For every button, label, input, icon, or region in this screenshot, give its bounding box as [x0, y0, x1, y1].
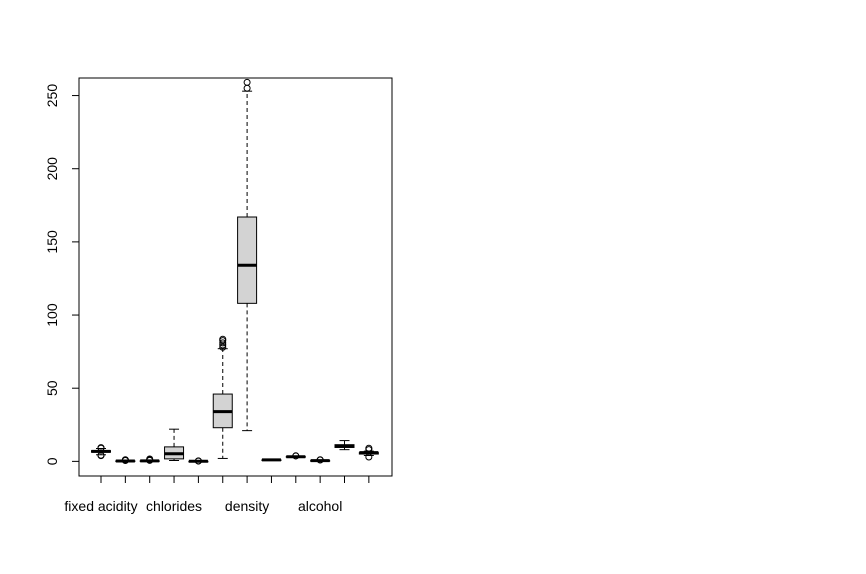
outlier-point: [121, 456, 129, 464]
outlier-point: [219, 343, 227, 351]
box-group: [188, 457, 209, 465]
y-tick-label: 0: [44, 457, 60, 465]
outlier-point: [194, 457, 202, 465]
outlier-point: [365, 444, 373, 452]
outlier-point: [243, 78, 251, 86]
y-tick-label: 150: [44, 230, 60, 254]
box-group: [91, 444, 111, 460]
box-group: [164, 428, 185, 461]
x-tick-label: fixed acidity: [64, 498, 137, 514]
y-tick-label: 250: [44, 84, 60, 108]
boxes-layer: [91, 78, 379, 465]
box-iqr: [237, 216, 258, 304]
box-group: [261, 458, 282, 462]
box-group: [285, 452, 306, 460]
y-tick-label: 50: [44, 380, 60, 396]
outlier-point: [97, 451, 105, 459]
outlier-point: [316, 456, 324, 464]
box-group: [212, 335, 233, 459]
outlier-point: [97, 444, 105, 452]
outlier-point: [292, 452, 300, 460]
outlier-point: [365, 453, 373, 461]
y-tick-label: 100: [44, 303, 60, 327]
outlier-point: [146, 455, 154, 463]
x-tick-label: chlorides: [146, 498, 202, 514]
box-group: [115, 456, 136, 464]
x-axis: fixed acidity chlorides density alcohol: [64, 475, 370, 514]
box-group: [334, 440, 355, 451]
plot-frame: [78, 77, 393, 477]
y-axis: 0 50 100 150 200 250: [44, 84, 80, 465]
y-tick-label: 200: [44, 157, 60, 181]
box-group: [310, 456, 331, 464]
box-group: [139, 455, 160, 464]
outlier-point: [243, 84, 251, 92]
x-tick-label: alcohol: [298, 498, 342, 514]
box-group: [237, 78, 258, 432]
outlier-point: [219, 339, 227, 347]
box-group: [358, 444, 379, 461]
outlier-point: [219, 335, 227, 343]
x-tick-label: density: [225, 498, 269, 514]
